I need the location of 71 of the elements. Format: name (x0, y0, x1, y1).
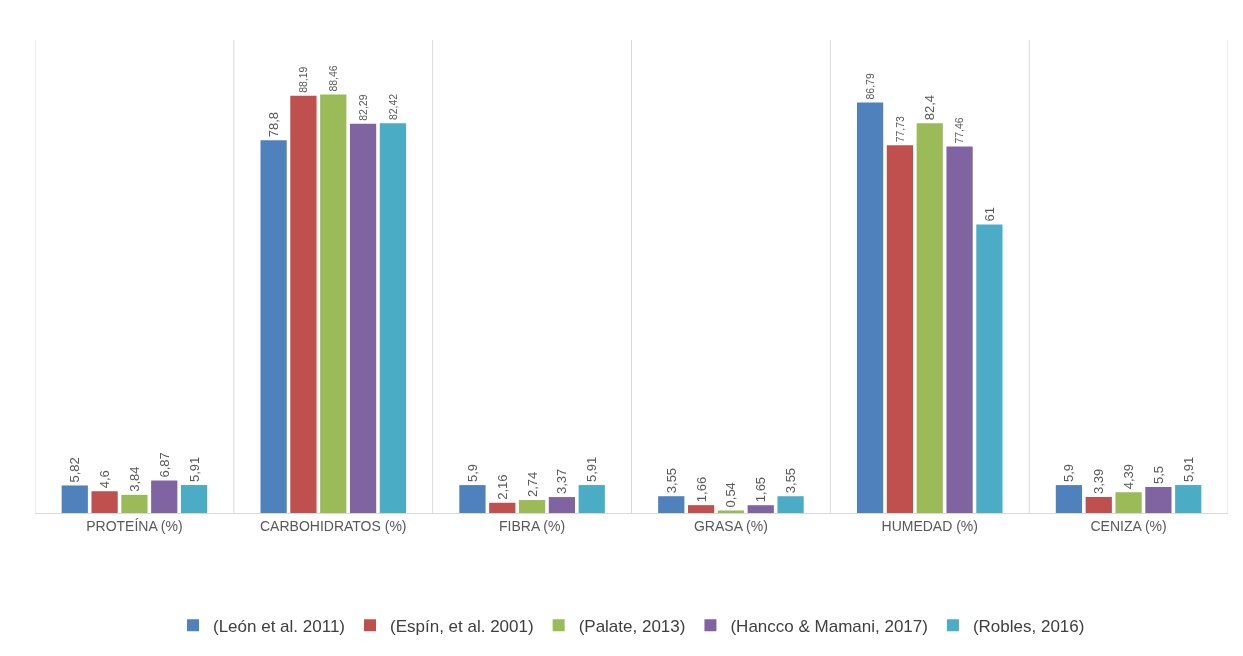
bar (61, 485, 88, 513)
data-label: 3,39 (1091, 468, 1107, 494)
bar (379, 123, 407, 513)
x-tick-label: CARBOHIDRATOS (%) (260, 517, 407, 534)
data-label: 2,74 (524, 471, 540, 498)
data-label: 82,29 (357, 94, 369, 121)
bar (916, 123, 943, 513)
bar (91, 491, 118, 513)
data-label: 1,66 (693, 476, 709, 503)
bar (180, 485, 208, 513)
bar (121, 494, 148, 513)
bar (1175, 485, 1202, 513)
data-label: 6,87 (156, 452, 172, 478)
data-label: 4,6 (97, 470, 113, 489)
x-tick-label: PROTEÍNA (%) (86, 517, 183, 534)
bar (1055, 485, 1083, 513)
bar (459, 485, 486, 513)
bar (777, 496, 804, 513)
legend-label: (Espín, et al. 2001) (390, 616, 534, 636)
data-label: 82,4 (922, 94, 938, 121)
bar (658, 496, 685, 513)
data-label: 5,9 (464, 464, 480, 483)
data-label: 0,54 (723, 482, 739, 508)
data-label: 5,9 (1061, 464, 1077, 483)
bar (260, 140, 287, 513)
data-label: 3,84 (126, 466, 142, 492)
legend-label: (Robles, 2016) (972, 616, 1085, 636)
legend-label: (Hancco & Mamani, 2017) (730, 616, 928, 636)
legend-label: (León et al. 2011) (213, 616, 345, 636)
data-label: 88,19 (298, 66, 310, 93)
bar (489, 502, 516, 513)
bar (518, 500, 546, 513)
data-label: 2,16 (494, 474, 510, 500)
bar (687, 505, 715, 513)
bar (290, 95, 317, 513)
data-label: 3,55 (783, 467, 799, 494)
bar (1085, 496, 1112, 513)
bar (1115, 492, 1142, 513)
bar (320, 94, 347, 513)
data-label: 4,39 (1121, 463, 1137, 490)
data-label: 5,82 (67, 457, 83, 483)
data-label: 77,73 (894, 115, 906, 143)
x-tick-label: CENIZA (%) (1090, 517, 1167, 534)
bar (886, 145, 914, 513)
bar (1145, 486, 1172, 513)
bar (856, 102, 884, 513)
data-label: 5,91 (186, 456, 202, 483)
data-label: 88,46 (327, 65, 339, 92)
bar (349, 123, 377, 513)
data-label: 5,5 (1150, 465, 1166, 484)
x-tick-label: FIBRA (%) (499, 517, 566, 534)
x-tick-label: GRASA (%) (693, 517, 768, 534)
bar (548, 497, 576, 513)
data-label: 3,55 (663, 467, 679, 494)
data-label: 86,79 (864, 73, 876, 100)
bar (578, 485, 605, 513)
data-label: 5,91 (1180, 456, 1196, 483)
data-label: 3,37 (554, 468, 570, 495)
data-label: 77,46 (954, 117, 966, 144)
bar (946, 146, 973, 513)
data-label: 61 (981, 207, 997, 222)
data-label: 78,8 (266, 111, 282, 138)
bar (151, 480, 178, 513)
bar (717, 510, 745, 513)
data-label: 1,65 (753, 476, 769, 503)
data-label: 5,91 (584, 456, 600, 483)
bar (976, 224, 1003, 513)
legend-label: (Palate, 2013) (578, 616, 686, 636)
bar (747, 505, 774, 513)
data-label: 82,42 (387, 93, 399, 121)
x-tick-label: HUMEDAD (%) (881, 517, 978, 534)
